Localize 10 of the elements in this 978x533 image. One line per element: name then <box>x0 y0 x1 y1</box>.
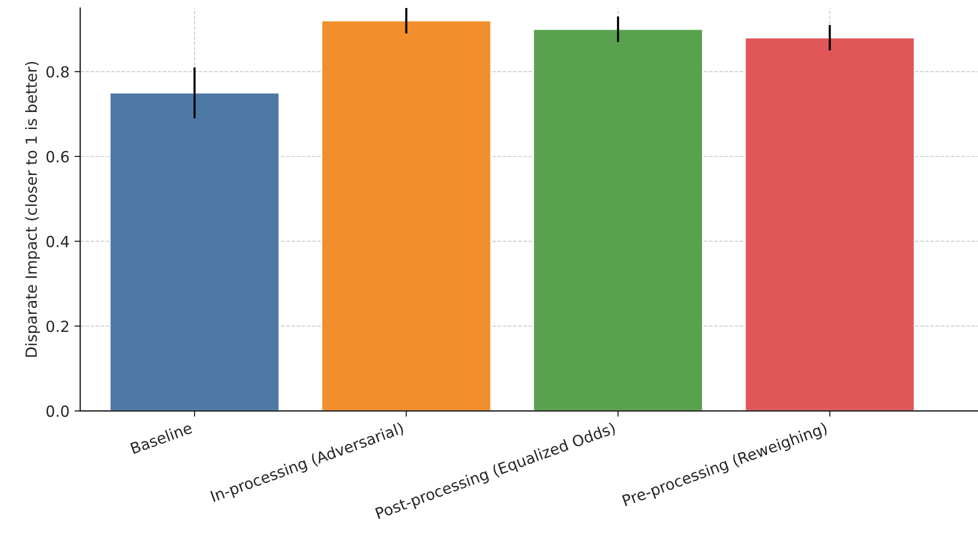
bar <box>744 36 916 411</box>
y-tick-label: 0.6 <box>46 150 69 162</box>
y-tick-label: 0.2 <box>46 320 68 332</box>
bar <box>532 28 704 411</box>
y-axis-title: Disparate Impact (closer to 1 is better) <box>25 62 40 357</box>
y-tick-label: 0.4 <box>46 236 69 248</box>
y-tick-label: 0.8 <box>46 66 69 78</box>
bar <box>320 20 492 411</box>
bar <box>109 92 280 411</box>
y-tick-label: 0.0 <box>46 405 69 417</box>
